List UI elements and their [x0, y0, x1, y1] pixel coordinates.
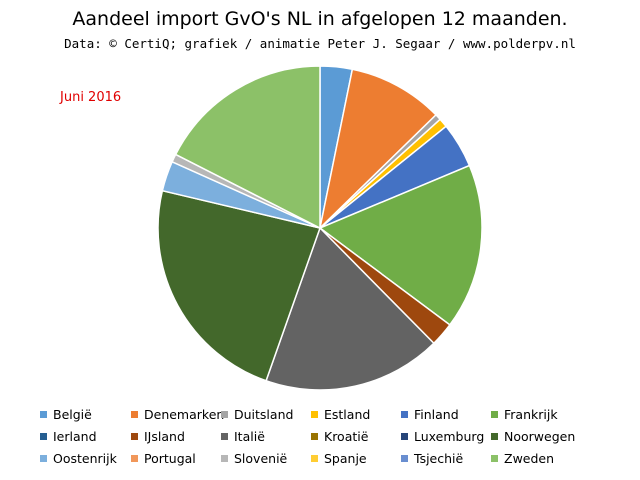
legend-label: Luxemburg: [414, 428, 485, 444]
legend-item: Zweden: [491, 449, 581, 467]
legend-swatch: [221, 454, 228, 462]
legend-label: Kroatië: [324, 428, 369, 444]
legend-label: Oostenrijk: [53, 450, 117, 466]
legend-label: Slovenië: [234, 450, 288, 466]
legend-label: Frankrijk: [504, 406, 558, 422]
chart-subtitle: Data: © CertiQ; grafiek / animatie Peter…: [64, 36, 576, 51]
legend-swatch: [131, 432, 138, 440]
legend-item: Slovenië: [221, 449, 311, 467]
legend-item: IJsland: [131, 427, 221, 445]
legend-swatch: [221, 410, 228, 418]
pie-chart: [157, 65, 483, 391]
legend-label: Estland: [324, 406, 371, 422]
legend-swatch: [131, 410, 138, 418]
legend-item: Finland: [401, 405, 491, 423]
legend-item: Estland: [311, 405, 401, 423]
legend-label: Duitsland: [234, 406, 294, 422]
legend-swatch: [40, 454, 47, 462]
chart-legend: België Denemarken Duitsland Estland Finland F…: [40, 405, 620, 467]
legend-swatch: [221, 432, 228, 440]
pie-slice-zweden: [174, 65, 321, 230]
legend-item: Luxemburg: [401, 427, 491, 445]
legend-item: Spanje: [311, 449, 401, 467]
legend-label: Denemarken: [144, 406, 225, 422]
legend-item: Duitsland: [221, 405, 311, 423]
legend-swatch: [40, 410, 47, 418]
legend-item: Ierland: [40, 427, 131, 445]
legend-item: Oostenrijk: [40, 449, 131, 467]
pie-slice-itali-: [265, 226, 435, 391]
legend-label: België: [53, 406, 92, 422]
legend-swatch: [311, 432, 318, 440]
legend-swatch: [401, 432, 408, 440]
pie-slice-denemarken: [318, 68, 438, 231]
legend-label: Portugal: [144, 450, 196, 466]
legend-label: Spanje: [324, 450, 367, 466]
legend-item: Italië: [221, 427, 311, 445]
legend-label: Tsjechië: [414, 450, 464, 466]
legend-swatch: [311, 454, 318, 462]
legend-swatch: [491, 454, 498, 462]
legend-item: Frankrijk: [491, 405, 581, 423]
legend-label: Italië: [234, 428, 265, 444]
period-label: Juni 2016: [60, 90, 122, 105]
legend-label: IJsland: [144, 428, 185, 444]
legend-label: Noorwegen: [504, 428, 576, 444]
legend-item: Denemarken: [131, 405, 225, 423]
legend-swatch: [491, 410, 498, 418]
legend-label: Finland: [414, 406, 459, 422]
legend-item: Portugal: [131, 449, 221, 467]
chart-title: Aandeel import GvO's NL in afgelopen 12 …: [72, 8, 568, 30]
legend-swatch: [311, 410, 318, 418]
legend-label: Ierland: [53, 428, 97, 444]
legend-swatch: [401, 410, 408, 418]
pie-slice-noorwegen: [157, 189, 321, 382]
legend-item: Tsjechië: [401, 449, 491, 467]
legend-item: Noorwegen: [491, 427, 581, 445]
legend-swatch: [131, 454, 138, 462]
pie-slice-frankrijk: [318, 164, 483, 326]
legend-item: België: [40, 405, 131, 423]
legend-swatch: [491, 432, 498, 440]
legend-label: Zweden: [504, 450, 555, 466]
legend-swatch: [40, 432, 47, 440]
legend-item: Kroatië: [311, 427, 401, 445]
legend-swatch: [401, 454, 408, 462]
